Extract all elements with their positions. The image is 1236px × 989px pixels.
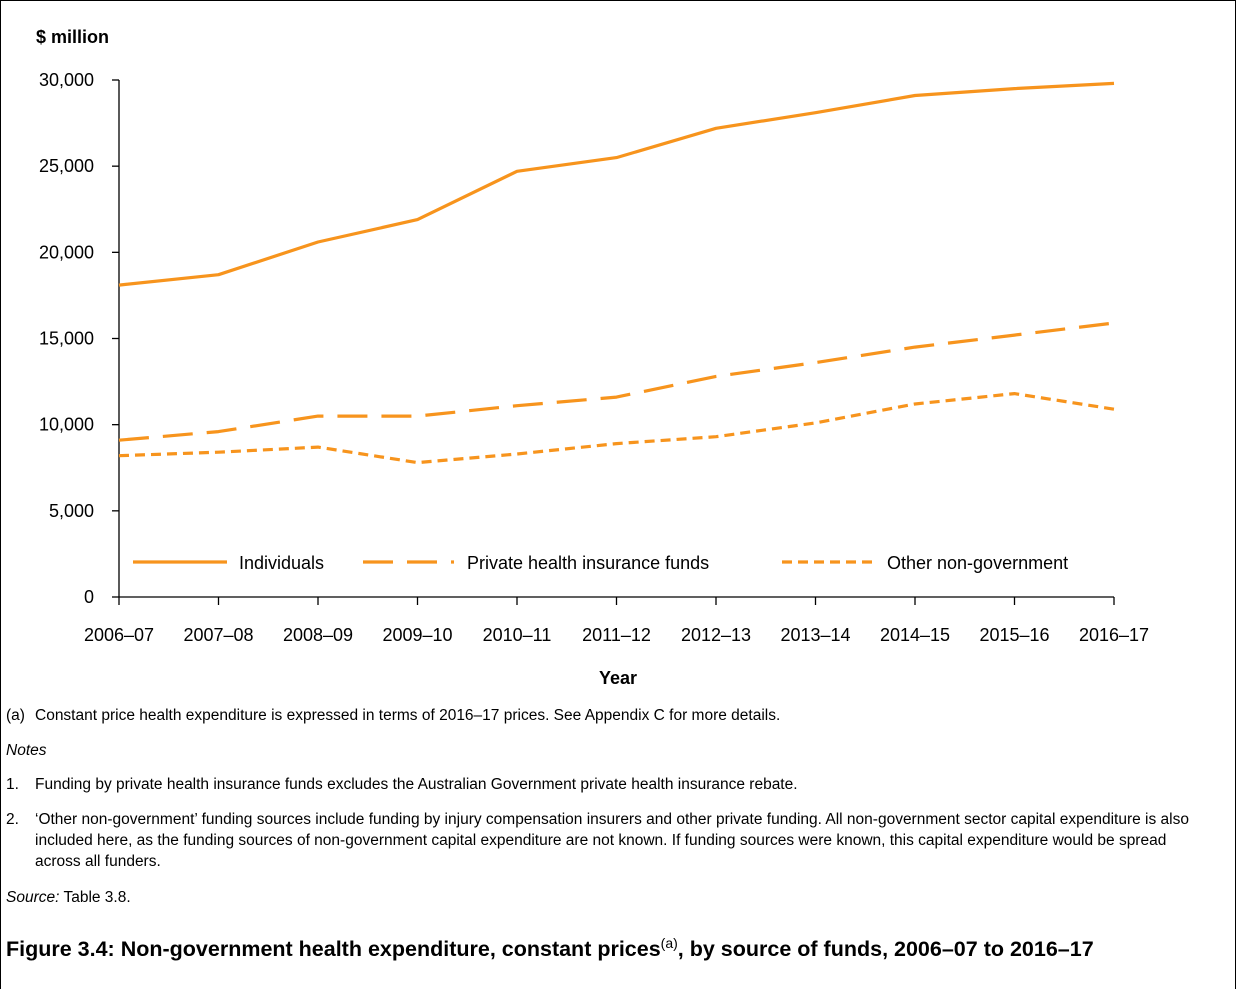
x-axis-title: Year	[599, 668, 637, 688]
notes-heading: Notes	[6, 742, 47, 759]
y-tick-label: 10,000	[39, 415, 94, 435]
series-line-1	[118, 81, 1115, 287]
note-1-text: Funding by private health insurance fund…	[35, 776, 798, 793]
figure-title-rest: , by source of funds, 2006–07 to 2016–17	[677, 937, 1094, 962]
y-tick-label: 30,000	[39, 70, 94, 90]
x-tick-label: 2009–10	[382, 625, 452, 645]
footnote-a-text: Constant price health expenditure is exp…	[35, 707, 781, 724]
figure-title: Figure 3.4: Non-government health expend…	[6, 930, 1206, 963]
x-tick-label: 2013–14	[780, 625, 850, 645]
y-tick-label: 20,000	[39, 242, 94, 262]
legend-label-3: Other non-government	[887, 553, 1068, 573]
legend: Individuals Private health insurance fund…	[133, 553, 1068, 573]
note-1-number: 1.	[6, 776, 19, 793]
x-tick-label: 2014–15	[880, 625, 950, 645]
chart-frame: $ million 0 5,000 10,000 15,000 20,000 25,000…	[0, 0, 1236, 698]
x-tick-label: 2007–08	[183, 625, 253, 645]
source-text: Table 3.8.	[59, 889, 131, 906]
source-line: Source: Table 3.8.	[6, 887, 131, 908]
y-axis-title: $ million	[36, 27, 109, 47]
line-chart: $ million 0 5,000 10,000 15,000 20,000 25,000…	[36, 27, 1149, 688]
note-2-text: ‘Other non-government’ funding sources i…	[35, 811, 1189, 870]
legend-label-1: Individuals	[239, 553, 324, 573]
figure-title-superscript: (a)	[660, 935, 678, 951]
y-tick-label: 5,000	[49, 501, 94, 521]
source-label: Source:	[6, 889, 60, 906]
x-tick-label: 2006–07	[84, 625, 154, 645]
y-tick-label: 25,000	[39, 156, 94, 176]
x-tick-label: 2015–16	[979, 625, 1049, 645]
x-tick-label: 2016–17	[1079, 625, 1149, 645]
x-tick-label: 2008–09	[283, 625, 353, 645]
x-tick-label: 2012–13	[681, 625, 751, 645]
series-line-3	[118, 392, 1115, 465]
series-line-2	[118, 321, 1115, 442]
footnotes-panel: (a) Constant price health expenditure is…	[0, 697, 1236, 989]
figure-title-main: Figure 3.4: Non-government health expend…	[6, 937, 661, 962]
y-tick-label: 0	[84, 587, 94, 607]
x-tick-label: 2011–12	[582, 625, 651, 645]
x-tick-label: 2010–11	[483, 625, 552, 645]
y-tick-label: 15,000	[39, 329, 94, 349]
y-axis: 0 5,000 10,000 15,000 20,000 25,000 30,000	[39, 70, 120, 607]
series-lines	[118, 81, 1115, 465]
legend-label-2: Private health insurance funds	[467, 553, 709, 573]
footnote-a-marker: (a)	[6, 707, 25, 724]
x-axis: 2006–07 2007–08 2008–09 2009–10 2010–11 2011–…	[84, 596, 1149, 645]
note-2-number: 2.	[6, 811, 19, 828]
